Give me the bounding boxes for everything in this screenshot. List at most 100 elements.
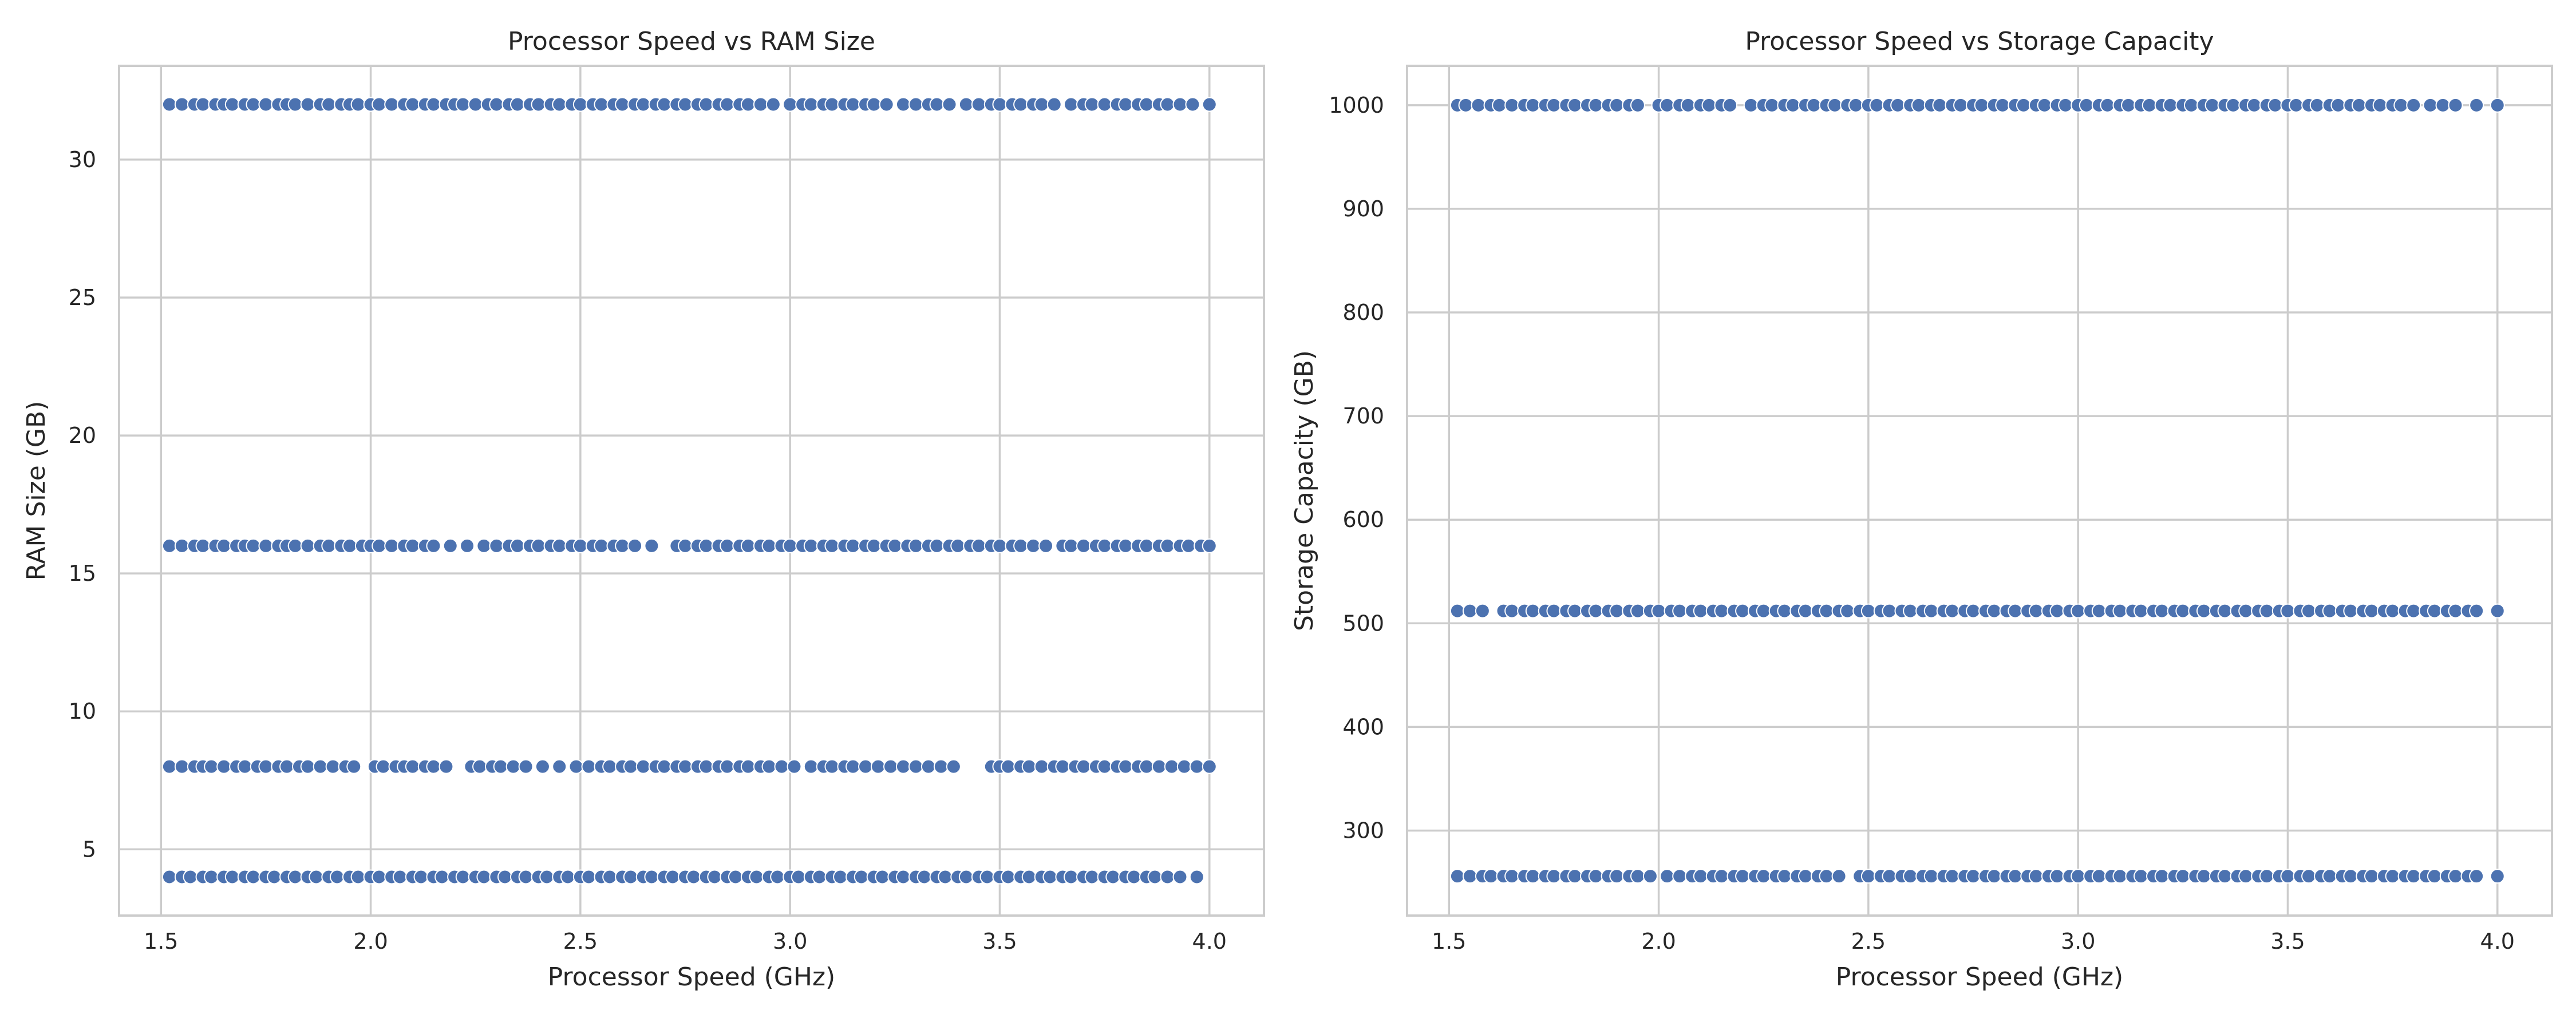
x-tick-label: 2.0: [1641, 929, 1676, 954]
data-point: [1860, 603, 1876, 619]
data-point: [1986, 869, 2002, 884]
x-tick-label: 4.0: [1192, 929, 1227, 954]
data-point: [1001, 759, 1016, 774]
data-point: [979, 869, 995, 885]
data-point: [623, 869, 638, 885]
data-point: [434, 869, 450, 885]
data-point: [1911, 97, 1926, 113]
data-point: [2134, 869, 2149, 884]
data-point: [1181, 538, 1196, 553]
data-point: [1084, 97, 1100, 112]
data-point: [774, 759, 789, 774]
x-tick-label: 2.5: [563, 929, 598, 954]
data-point: [1735, 603, 1751, 619]
data-point: [468, 97, 483, 112]
data-point: [161, 869, 177, 885]
data-point: [1504, 869, 1520, 884]
data-point: [1046, 97, 1062, 112]
data-point: [858, 759, 874, 774]
data-point: [497, 869, 512, 885]
data-point: [908, 97, 923, 112]
data-point: [560, 869, 575, 885]
data-point: [552, 759, 567, 774]
data-point: [623, 759, 638, 774]
data-point: [2352, 97, 2367, 113]
data-point: [686, 869, 701, 885]
data-point: [657, 759, 672, 774]
data-point: [405, 97, 420, 112]
data-point: [1525, 869, 1540, 884]
data-point: [2448, 603, 2463, 619]
y-tick-label: 20: [69, 423, 96, 448]
data-point: [678, 538, 693, 553]
data-point: [267, 869, 282, 885]
data-point: [2280, 603, 2296, 619]
data-point: [472, 759, 488, 774]
data-point: [2490, 97, 2505, 113]
gridlines: [119, 66, 1264, 916]
data-point: [2112, 869, 2128, 884]
data-point: [824, 538, 840, 553]
data-point: [895, 869, 911, 885]
data-point: [1126, 869, 1141, 885]
data-point: [1680, 97, 1696, 113]
data-point: [2385, 869, 2400, 884]
data-point: [1064, 97, 1079, 112]
data-point: [1064, 538, 1079, 553]
data-point: [161, 538, 177, 553]
x-tick-label: 3.0: [2061, 929, 2095, 954]
data-point: [405, 759, 420, 774]
plot-frame: [1406, 65, 2553, 917]
data-point: [2142, 97, 2157, 113]
data-point: [313, 759, 328, 774]
data-point: [246, 869, 261, 885]
data-point: [1672, 603, 1688, 619]
data-point: [1449, 603, 1465, 619]
data-point: [1567, 97, 1583, 113]
data-point: [1139, 97, 1154, 112]
data-point: [615, 538, 630, 553]
data-point: [1147, 869, 1163, 885]
data-point: [518, 759, 534, 774]
data-point: [803, 538, 819, 553]
data-point: [1945, 869, 1960, 884]
data-point: [846, 538, 861, 553]
data-point: [1013, 538, 1029, 553]
data-point: [594, 97, 609, 112]
data-point: [2280, 869, 2296, 884]
data-point: [2238, 603, 2254, 619]
x-tick-label: 2.5: [1851, 929, 1886, 954]
data-point: [938, 869, 953, 885]
data-point: [2112, 603, 2128, 619]
data-point: [1525, 97, 1540, 113]
data-point: [1172, 97, 1188, 112]
data-point: [581, 759, 596, 774]
data-point: [1882, 603, 1897, 619]
data-point: [1701, 97, 1717, 113]
data-point: [224, 869, 240, 885]
data-point: [216, 538, 232, 553]
data-point: [1172, 869, 1188, 885]
data-points: [161, 97, 1217, 885]
data-point: [216, 759, 232, 774]
data-point: [749, 869, 764, 885]
data-point: [2071, 603, 2086, 619]
data-point: [279, 759, 295, 774]
data-point: [2469, 603, 2484, 619]
data-point: [2226, 97, 2241, 113]
data-point: [195, 538, 211, 553]
data-point: [309, 869, 324, 885]
data-point: [442, 538, 458, 553]
data-point: [2259, 603, 2274, 619]
x-tick-label: 2.0: [353, 929, 388, 954]
data-point: [740, 538, 756, 553]
data-point: [791, 869, 806, 885]
y-tick-label: 400: [1342, 714, 1384, 739]
data-point: [2163, 97, 2178, 113]
data-point: [854, 869, 869, 885]
data-point: [350, 97, 366, 112]
plot-area: [1407, 66, 2552, 916]
y-tick-label: 15: [69, 561, 96, 586]
data-point: [958, 869, 974, 885]
data-point: [2364, 869, 2379, 884]
